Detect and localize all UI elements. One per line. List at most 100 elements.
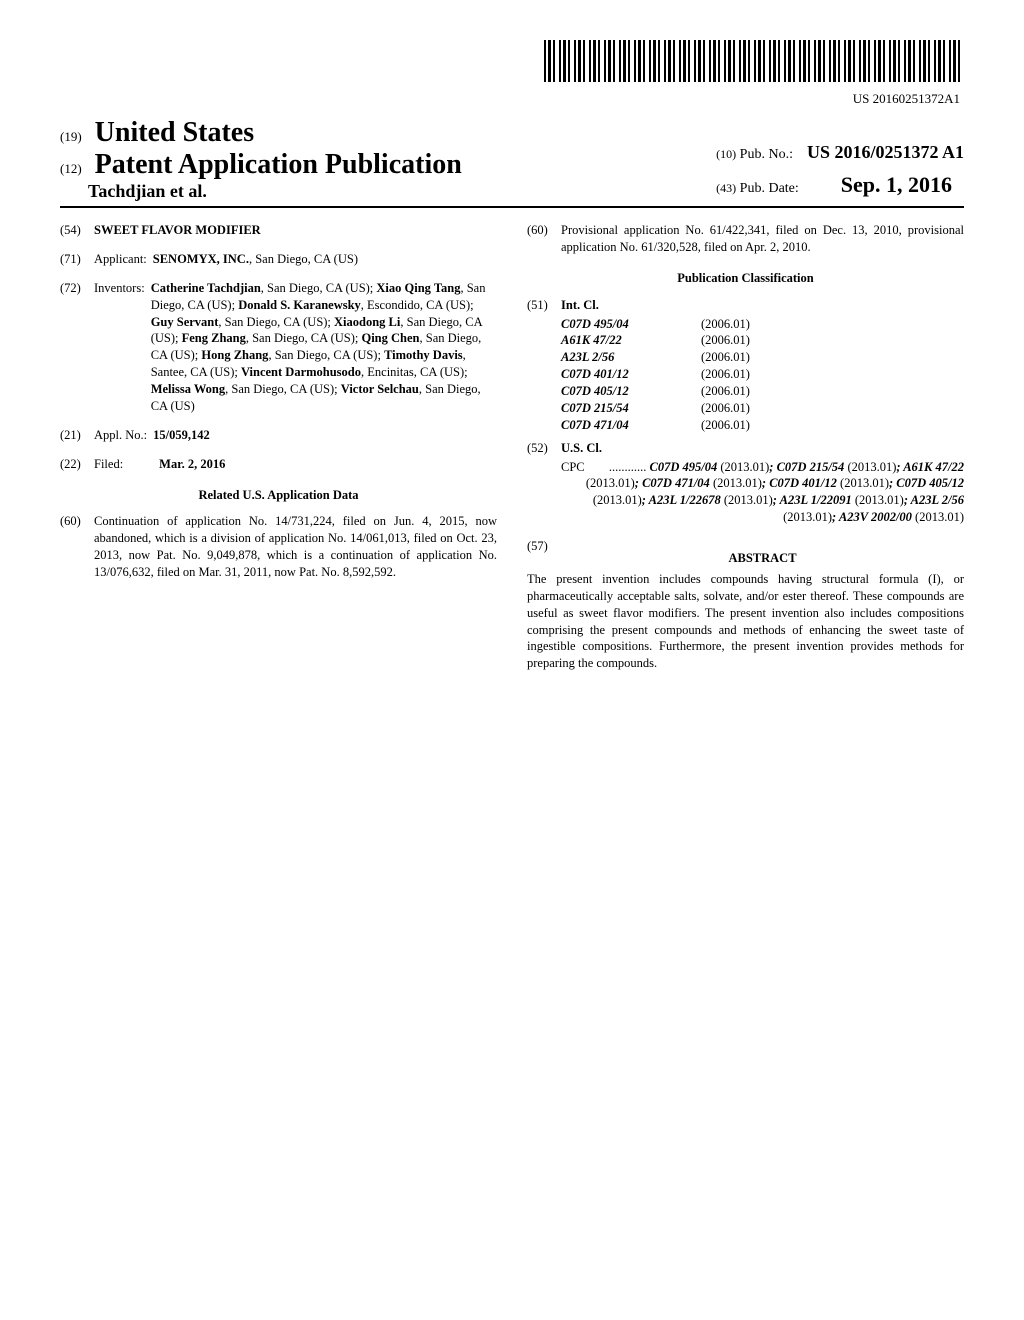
page: US 20160251372A1 (19) United States (12)… — [0, 0, 1024, 712]
intcl-row: A61K 47/22(2006.01) — [561, 332, 964, 349]
uscl-label: U.S. Cl. — [561, 440, 964, 457]
intcl-row: C07D 401/12(2006.01) — [561, 366, 964, 383]
pubdate-prefix: (43) — [716, 181, 736, 195]
applno-value: 15/059,142 — [153, 427, 497, 444]
inventors-num: (72) — [60, 280, 94, 415]
inventor-loc: , San Diego, CA (US); — [225, 382, 341, 396]
intcl-code: C07D 215/54 — [561, 400, 701, 417]
intcl-num: (51) — [527, 297, 561, 314]
country-prefix: (19) — [60, 129, 82, 144]
applno-num: (21) — [60, 427, 94, 444]
publication-line: (12) Patent Application Publication — [60, 149, 462, 181]
header: (19) United States (12) Patent Applicati… — [60, 117, 964, 208]
cpc-date: (2013.01) — [912, 510, 964, 524]
provisional-text: Provisional application No. 61/422,341, … — [561, 222, 964, 256]
classification-heading: Publication Classification — [527, 270, 964, 287]
provisional-field: (60) Provisional application No. 61/422,… — [527, 222, 964, 256]
inventor-loc: , San Diego, CA (US); — [246, 331, 362, 345]
inventor-name: Feng Zhang — [182, 331, 246, 345]
cpc-code: C07D 471/04 — [642, 476, 710, 490]
inventors-label: Inventors: — [94, 280, 145, 415]
intcl-field: (51) Int. Cl. — [527, 297, 964, 314]
intcl-year: (2006.01) — [701, 417, 801, 434]
cpc-code: A23V 2002/00 — [839, 510, 912, 524]
intcl-year: (2006.01) — [701, 316, 801, 333]
left-column: (54) SWEET FLAVOR MODIFIER (71) Applican… — [60, 222, 497, 672]
pubno-prefix: (10) — [716, 147, 736, 161]
pub-date-line: (43) Pub. Date: Sep. 1, 2016 — [716, 167, 964, 202]
intcl-year: (2006.01) — [701, 349, 801, 366]
intcl-row: C07D 215/54(2006.01) — [561, 400, 964, 417]
cpc-date: (2013.01) — [837, 476, 889, 490]
inventors-field: (72) Inventors: Catherine Tachdjian, San… — [60, 280, 497, 415]
inventor-loc: , San Diego, CA (US); — [261, 281, 377, 295]
applicant-name: SENOMYX, INC. — [153, 252, 249, 266]
filed-field: (22) Filed: Mar. 2, 2016 — [60, 456, 497, 473]
cpc-code: C07D 401/12 — [769, 476, 837, 490]
barcode-container — [60, 40, 964, 87]
intcl-year: (2006.01) — [701, 332, 801, 349]
authors: Tachdjian et al. — [88, 181, 462, 202]
country-name: United States — [95, 117, 254, 148]
inventor-name: Hong Zhang — [201, 348, 268, 362]
barcode-graphic — [544, 40, 964, 82]
pubno-label: Pub. No.: — [740, 147, 793, 162]
intcl-code: A23L 2/56 — [561, 349, 701, 366]
invention-title: SWEET FLAVOR MODIFIER — [94, 222, 497, 239]
inventor-name: Guy Servant — [151, 315, 219, 329]
intcl-table: C07D 495/04(2006.01)A61K 47/22(2006.01)A… — [561, 316, 964, 434]
abstract-label: ABSTRACT — [561, 550, 964, 567]
intcl-year: (2006.01) — [701, 383, 801, 400]
intcl-row: A23L 2/56(2006.01) — [561, 349, 964, 366]
related-field: (60) Continuation of application No. 14/… — [60, 513, 497, 581]
abstract-num: (57) — [527, 538, 561, 567]
title-field: (54) SWEET FLAVOR MODIFIER — [60, 222, 497, 239]
cpc-date: (2013.01) — [717, 460, 769, 474]
cpc-date: (2013.01) — [593, 493, 642, 507]
title-num: (54) — [60, 222, 94, 239]
inventor-name: Xiaodong Li — [334, 315, 400, 329]
cpc-date: (2013.01) — [852, 493, 904, 507]
applicant-field: (71) Applicant: SENOMYX, INC., San Diego… — [60, 251, 497, 268]
body-columns: (54) SWEET FLAVOR MODIFIER (71) Applican… — [60, 222, 964, 672]
cpc-label: CPC — [561, 459, 585, 476]
intcl-code: C07D 495/04 — [561, 316, 701, 333]
applicant-label: Applicant: — [94, 251, 147, 268]
intcl-code: C07D 401/12 — [561, 366, 701, 383]
cpc-code: C07D 215/54 — [777, 460, 845, 474]
intcl-year: (2006.01) — [701, 366, 801, 383]
applno-label: Appl. No.: — [94, 427, 147, 444]
applicant-loc: , San Diego, CA (US) — [249, 252, 358, 266]
cpc-block: CPC ............ C07D 495/04 (2013.01); … — [561, 459, 964, 527]
cpc-dots: ............ — [609, 460, 650, 474]
cpc-date: (2013.01) — [710, 476, 762, 490]
inventor-name: Xiao Qing Tang — [376, 281, 460, 295]
intcl-code: C07D 405/12 — [561, 383, 701, 400]
abstract-field: (57) ABSTRACT — [527, 538, 964, 567]
filed-num: (22) — [60, 456, 94, 473]
inventor-name: Vincent Darmohusodo — [241, 365, 361, 379]
uscl-num: (52) — [527, 440, 561, 457]
uscl-field: (52) U.S. Cl. — [527, 440, 964, 457]
cpc-code: C07D 495/04 — [650, 460, 718, 474]
inventor-loc: , Escondido, CA (US); — [361, 298, 474, 312]
abstract-text: The present invention includes compounds… — [527, 571, 964, 672]
cpc-date: (2013.01) — [721, 493, 773, 507]
applno-field: (21) Appl. No.: 15/059,142 — [60, 427, 497, 444]
intcl-code: A61K 47/22 — [561, 332, 701, 349]
cpc-code: A61K 47/22 — [903, 460, 964, 474]
pubno-value: US 2016/0251372 A1 — [807, 142, 964, 162]
cpc-code: A23L 2/56 — [911, 493, 964, 507]
provisional-num: (60) — [527, 222, 561, 256]
header-right: (10) Pub. No.: US 2016/0251372 A1 (43) P… — [716, 138, 964, 202]
applicant-num: (71) — [60, 251, 94, 268]
filed-value: Mar. 2, 2016 — [159, 456, 497, 473]
cpc-date: (2013.01) — [586, 476, 635, 490]
intcl-row: C07D 405/12(2006.01) — [561, 383, 964, 400]
intcl-row: C07D 495/04(2006.01) — [561, 316, 964, 333]
inventor-name: Catherine Tachdjian — [151, 281, 261, 295]
inventor-loc: , Encinitas, CA (US); — [361, 365, 468, 379]
related-heading: Related U.S. Application Data — [60, 487, 497, 504]
intcl-year: (2006.01) — [701, 400, 801, 417]
inventor-loc: , San Diego, CA (US); — [268, 348, 384, 362]
